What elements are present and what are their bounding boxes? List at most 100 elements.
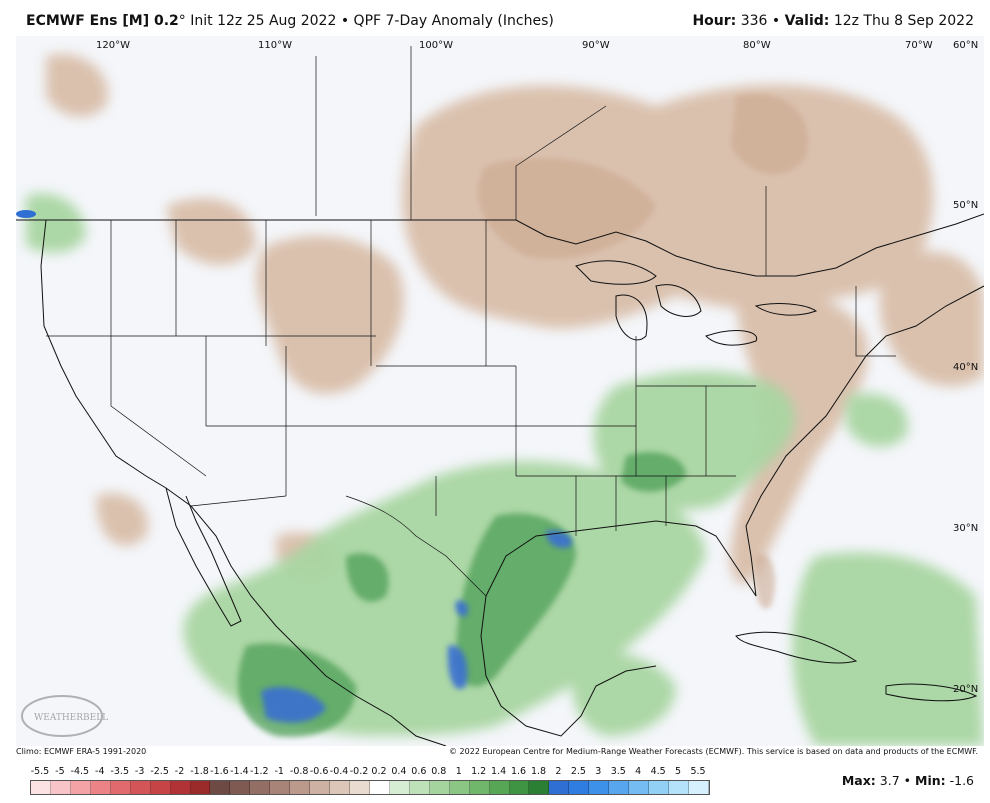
legend-swatch <box>649 781 669 794</box>
latitude-label: 50°N <box>953 200 978 211</box>
heavy-rain-cores <box>261 530 572 723</box>
weatherbell-logo: WEATHERBELL <box>21 695 108 737</box>
legend-label: 0.4 <box>391 766 407 777</box>
legend-swatch <box>150 781 171 794</box>
valid-label: Valid: <box>784 13 830 29</box>
legend-label: -1.2 <box>250 766 269 777</box>
legend-swatch <box>290 781 311 794</box>
legend-swatch <box>130 781 151 794</box>
legend-label: 0.6 <box>411 766 427 777</box>
legend-swatch <box>489 781 510 794</box>
hour-value: 336 <box>740 13 768 29</box>
legend-label: -1.6 <box>210 766 229 777</box>
legend-swatch <box>669 781 689 794</box>
legend-label: 5.5 <box>690 766 706 777</box>
legend-swatch <box>409 781 430 794</box>
legend-colorbar <box>30 780 710 795</box>
longitude-label: 80°W <box>743 40 771 51</box>
valid-value: 12z Thu 8 Sep 2022 <box>833 13 974 29</box>
max-min-stats: Max: 3.7 • Min: -1.6 <box>842 773 974 788</box>
model-name: ECMWF Ens [M] 0.2 <box>26 13 179 29</box>
legend-label: 1 <box>455 766 462 777</box>
legend-label: -5 <box>55 766 65 777</box>
legend-swatch <box>449 781 470 794</box>
state-borders <box>46 46 896 597</box>
legend-swatch <box>350 781 370 794</box>
legend-swatch <box>609 781 630 794</box>
legend-swatch <box>310 781 331 794</box>
legend-label: -4 <box>95 766 105 777</box>
legend-swatch <box>429 781 450 794</box>
legend-label: -1.8 <box>190 766 209 777</box>
header: ECMWF Ens [M] 0.2° Init 12z 25 Aug 2022 … <box>0 0 990 36</box>
legend-label: 0.2 <box>371 766 387 777</box>
longitude-labels: 120°W 110°W 100°W 90°W 80°W 70°W 60°N <box>96 40 978 51</box>
legend-label: -3 <box>134 766 145 777</box>
legend-swatch <box>90 781 111 794</box>
legend-swatch <box>31 781 51 794</box>
valid-time-info: Hour: 336 • Valid: 12z Thu 8 Sep 2022 <box>692 13 974 29</box>
color-legend: -5.5 -5 -4.5 -4 -3.5 -3 -2.5 -2 -1.8 -1.6 -1.4 -1.2… <box>30 766 710 795</box>
legend-swatch <box>190 781 211 794</box>
legend-label: -1 <box>274 766 284 777</box>
legend-swatch <box>509 781 530 794</box>
legend-swatch <box>170 781 191 794</box>
coastlines-and-borders <box>16 213 985 747</box>
hour-label: Hour: <box>692 13 737 29</box>
legend-swatch <box>70 781 91 794</box>
separator: • <box>903 773 912 788</box>
legend-swatch <box>469 781 490 794</box>
legend-swatch <box>629 781 650 794</box>
latitude-label: 40°N <box>953 362 978 373</box>
separator: • <box>771 13 781 29</box>
longitude-label: 90°W <box>582 40 610 51</box>
map-canvas: 120°W 110°W 100°W 90°W 80°W 70°W 60°N 50… <box>16 36 985 747</box>
legend-label: -2 <box>174 766 185 777</box>
legend-swatch <box>230 781 251 794</box>
separator: • <box>340 13 350 29</box>
legend-label: 1.2 <box>471 766 487 777</box>
legend-label: 2 <box>555 766 562 777</box>
legend-swatch <box>369 781 390 794</box>
legend-swatch <box>688 781 709 794</box>
latitude-label-corner: 60°N <box>953 40 978 51</box>
legend-swatch <box>529 781 550 794</box>
legend-label: 3.5 <box>610 766 626 777</box>
legend-swatch <box>569 781 590 794</box>
longitude-label: 110°W <box>258 40 292 51</box>
water-bodies <box>16 210 36 218</box>
latitude-label: 30°N <box>953 523 978 534</box>
longitude-label: 70°W <box>905 40 933 51</box>
legend-swatch <box>549 781 570 794</box>
copyright-note: © 2022 European Centre for Medium-Range … <box>449 747 978 756</box>
degree-symbol: ° <box>178 13 186 29</box>
legend-label: -5.5 <box>30 766 50 777</box>
legend-label: 3 <box>595 766 602 777</box>
longitude-label: 120°W <box>96 40 130 51</box>
latitude-labels: 50°N 40°N 30°N 20°N <box>953 200 978 695</box>
legend-label: -1.4 <box>230 766 249 777</box>
anomaly-map[interactable]: 120°W 110°W 100°W 90°W 80°W 70°W 60°N 50… <box>16 36 985 747</box>
latitude-label: 20°N <box>953 684 978 695</box>
legend-label: -0.4 <box>329 766 349 777</box>
legend-label: 1.4 <box>491 766 507 777</box>
max-value: 3.7 <box>879 773 900 788</box>
svg-text:WEATHERBELL: WEATHERBELL <box>34 713 108 723</box>
legend-swatch <box>110 781 131 794</box>
climo-note: Climo: ECMWF ERA-5 1991-2020 <box>16 747 147 756</box>
max-label: Max: <box>841 773 876 788</box>
product-name: QPF 7-Day Anomaly (Inches) <box>353 13 554 29</box>
legend-label: 4.5 <box>650 766 666 777</box>
init-time: Init 12z 25 Aug 2022 <box>190 13 337 29</box>
legend-swatch <box>210 781 231 794</box>
legend-labels: -5.5 -5 -4.5 -4 -3.5 -3 -2.5 -2 -1.8 -1.6 -1.4 -1.2… <box>30 766 710 780</box>
legend-swatch <box>50 781 71 794</box>
legend-label: -0.2 <box>349 766 369 777</box>
legend-swatch <box>330 781 350 794</box>
longitude-label: 100°W <box>419 40 453 51</box>
min-value: -1.6 <box>949 773 974 788</box>
legend-label: -2.5 <box>150 766 169 777</box>
legend-label: -3.5 <box>110 766 130 777</box>
legend-label: 0.8 <box>431 766 447 777</box>
legend-swatch <box>589 781 610 794</box>
